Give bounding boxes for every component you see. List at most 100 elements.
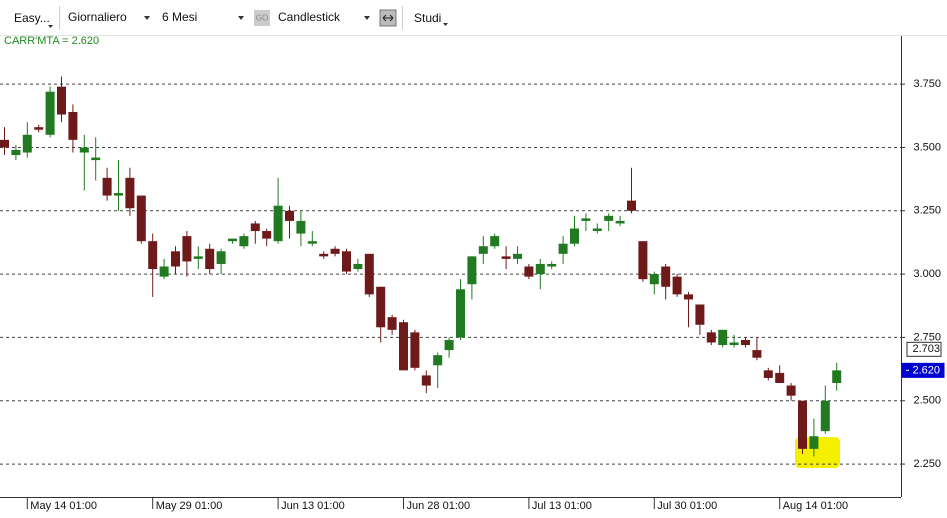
candle-body (775, 372, 785, 384)
candle-body (216, 251, 226, 264)
y-tick-label: 3.250 (913, 205, 941, 217)
y-tick-label: 3.750 (913, 78, 941, 90)
candle-body (250, 223, 260, 232)
candle-body (798, 400, 807, 449)
candle-body (102, 177, 112, 196)
y-tick-label: 3.000 (913, 268, 941, 280)
candle-body (729, 342, 739, 346)
candle-body (535, 263, 545, 275)
candle-body (364, 253, 374, 295)
candle-body (809, 436, 819, 449)
dropdown-arrow (48, 25, 53, 28)
y-tick-label: 3.500 (913, 141, 941, 153)
candle-body (296, 220, 306, 234)
indicator-label: CARR'MTA = 2.620 (4, 35, 99, 47)
dropdown-arrow (144, 16, 150, 20)
range-select[interactable]: 6 Mesi (162, 10, 197, 24)
candle-body (376, 286, 386, 328)
chart-type-select[interactable]: Candlestick (278, 10, 341, 24)
dropdown-arrow (443, 23, 448, 26)
candle-body (604, 215, 614, 221)
candle-body (741, 339, 750, 346)
candle-body (524, 266, 534, 277)
y-tick-label: 2.250 (913, 458, 941, 470)
go-button[interactable] (254, 10, 270, 26)
studies-menu[interactable]: Studi (414, 11, 441, 25)
candle-body (410, 332, 420, 368)
price-marker-box (901, 362, 945, 378)
y-tick-label: 2.750 (913, 331, 941, 343)
candle-body (273, 205, 283, 242)
candle-body (205, 248, 215, 270)
candle-body (433, 355, 443, 366)
candle-body (353, 263, 363, 270)
candle-body (399, 322, 408, 371)
dropdown-arrow (238, 16, 244, 20)
candle-body (319, 253, 329, 257)
candle-body (547, 263, 557, 267)
candle-body (627, 200, 636, 211)
candle-body (285, 210, 294, 221)
period-select[interactable]: Giornaliero (68, 10, 127, 24)
fit-icon (382, 14, 394, 22)
candle-body (649, 274, 659, 285)
candle-body (57, 86, 66, 115)
candle-body (706, 332, 716, 343)
candle-body (262, 231, 272, 239)
toolbar (0, 0, 947, 36)
candle-body (718, 329, 728, 346)
candle-body (501, 256, 511, 259)
x-tick-label: Jul 30 01:00 (657, 500, 717, 512)
price-marker-label: 2.703 (912, 343, 940, 355)
candle-body (193, 256, 203, 259)
dropdown-arrow (364, 16, 370, 20)
candle-body (159, 266, 169, 277)
x-tick-label: May 29 01:00 (156, 500, 223, 512)
candle-body (570, 228, 579, 244)
candle-body (0, 139, 9, 148)
price-marker-box (906, 341, 942, 357)
x-tick-label: May 14 01:00 (30, 500, 97, 512)
candle-body (125, 177, 135, 209)
candle-body (513, 253, 522, 259)
x-tick-label: Aug 14 01:00 (783, 500, 848, 512)
candle-body (444, 339, 454, 351)
candle-body (456, 289, 465, 338)
candle-body (752, 350, 762, 358)
candle-body (763, 370, 773, 378)
candle-body (91, 157, 101, 161)
candle-body (638, 241, 648, 280)
candle-body (832, 370, 842, 384)
candle-body (182, 236, 192, 262)
candle-body (239, 236, 249, 247)
candle-body (228, 238, 237, 242)
candle-body (592, 228, 602, 232)
x-tick-label: Jul 13 01:00 (532, 500, 592, 512)
candle-body (68, 111, 78, 140)
candle-body (22, 134, 32, 153)
candle-body (171, 251, 180, 267)
candle-body (45, 91, 55, 135)
x-tick-label: Jun 28 01:00 (407, 500, 471, 512)
candle-body (11, 149, 21, 156)
candle-body (490, 236, 500, 247)
candle-body (114, 193, 123, 196)
candle-body (672, 276, 682, 295)
go-label: GO (256, 14, 268, 23)
candle-body (34, 127, 44, 130)
candle-body (478, 246, 488, 254)
candle-body (307, 241, 317, 244)
candle-body (695, 304, 705, 325)
candle-body (330, 248, 340, 254)
symbol-menu[interactable]: Easy... (14, 11, 50, 25)
candle-body (387, 317, 397, 330)
candle-body (820, 400, 830, 432)
candle-body (79, 147, 89, 153)
candle-body (421, 375, 431, 386)
candle-body (342, 251, 351, 272)
candle-body (558, 243, 568, 254)
candle-body (148, 241, 158, 270)
candle-body (684, 294, 693, 300)
